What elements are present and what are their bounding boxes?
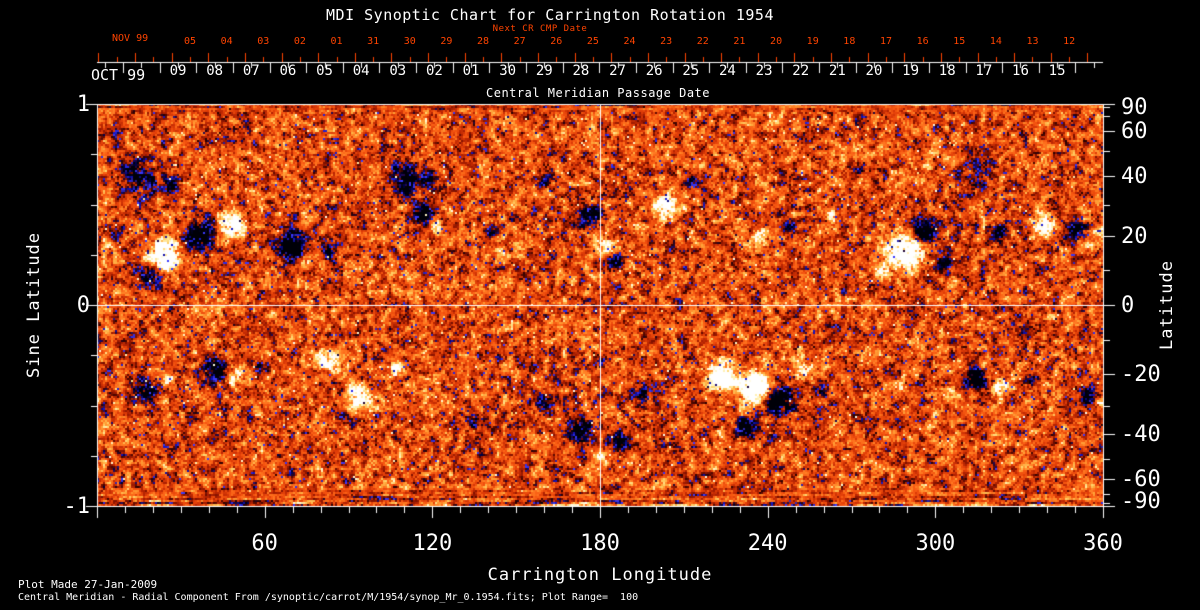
latitude-tick-label: 40 (1121, 163, 1148, 189)
source-file-footer: Central Meridian - Radial Component From… (18, 592, 639, 603)
latitude-tick-label: 90 (1121, 95, 1148, 120)
page-title: MDI Synoptic Chart for Carrington Rotati… (326, 6, 774, 24)
next-cr-day-tick-label: 13 (1026, 36, 1039, 47)
latitude-tick-label: 20 (1121, 224, 1148, 250)
cmp-day-tick-label: 15 (1048, 63, 1066, 79)
cmp-day-tick-label: 17 (975, 63, 993, 79)
longitude-tick-label: 300 (915, 531, 956, 556)
latitude-tick-label: -40 (1121, 422, 1161, 448)
cmp-day-tick-label: 23 (755, 63, 773, 79)
next-cr-day-tick-label: 19 (806, 36, 819, 47)
next-cr-day-tick-label: 02 (293, 36, 306, 47)
cmp-day-tick-label: 30 (499, 63, 517, 79)
cmp-day-tick-label: 05 (316, 63, 333, 79)
cmp-day-tick-label: 25 (682, 63, 700, 79)
next-cr-day-tick-label: 20 (770, 36, 783, 47)
next-cr-day-tick-label: 03 (257, 36, 270, 47)
cmp-day-tick-label: 21 (828, 63, 846, 79)
central-meridian-passage-label: Central Meridian Passage Date (485, 86, 711, 100)
cmp-day-tick-label: 27 (609, 63, 626, 79)
next-cr-cmp-date-label: Next CR CMP Date (492, 24, 588, 34)
next-cr-day-tick-label: 24 (623, 36, 636, 47)
next-cr-day-tick-label: 15 (953, 36, 966, 47)
next-cr-day-tick-label: 17 (879, 36, 892, 47)
next-cr-day-tick-label: 05 (183, 36, 197, 47)
latitude-tick-label: 0 (1121, 293, 1135, 318)
cmp-day-tick-label: 01 (462, 63, 480, 79)
latitude-tick-label: -60 (1121, 467, 1161, 493)
cmp-day-tick-label: 29 (535, 63, 553, 79)
next-cr-day-tick-label: 26 (550, 36, 563, 47)
next-cr-month-label: NOV 99 (112, 33, 149, 44)
cmp-day-tick-label: 28 (572, 63, 590, 79)
sine-latitude-tick-label: 1 (76, 92, 90, 117)
next-cr-day-tick-label: 12 (1063, 36, 1076, 47)
next-cr-day-tick-label: 01 (330, 36, 343, 47)
cmp-day-tick-label: 18 (938, 63, 956, 79)
next-cr-day-tick-label: 22 (696, 36, 709, 47)
next-cr-day-tick-label: 18 (843, 36, 856, 47)
sine-latitude-tick-label: 0 (76, 293, 90, 318)
next-cr-day-tick-label: 28 (477, 36, 490, 47)
cmp-day-tick-label: 04 (352, 63, 370, 79)
cmp-day-tick-label: 02 (425, 63, 443, 79)
longitude-tick-label: 60 (251, 531, 278, 556)
cmp-day-tick-label: 26 (645, 63, 663, 79)
cmp-day-tick-label: 20 (865, 63, 883, 79)
x-axis-label: Carrington Longitude (487, 565, 713, 585)
latitude-tick-label: -20 (1121, 361, 1161, 387)
next-cr-day-tick-label: 29 (440, 36, 453, 47)
next-cr-day-tick-label: 14 (989, 36, 1002, 47)
cmp-day-tick-label: 16 (1012, 63, 1029, 79)
cmp-day-tick-label: 07 (242, 63, 260, 79)
plot-made-footer: Plot Made 27-Jan-2009 (18, 578, 158, 591)
cmp-day-tick-label: 03 (389, 63, 407, 79)
next-cr-day-tick-label: 16 (916, 36, 929, 47)
cmp-day-tick-label: 09 (169, 63, 187, 79)
longitude-tick-label: 180 (580, 531, 620, 556)
latitude-tick-label: -90 (1121, 489, 1161, 514)
next-cr-day-tick-label: 31 (367, 36, 380, 47)
next-cr-day-tick-label: 30 (403, 36, 416, 47)
cmp-month-label: OCT 99 (91, 66, 146, 84)
next-cr-day-tick-label: 23 (660, 36, 673, 47)
cmp-day-tick-label: 19 (902, 63, 920, 79)
next-cr-day-tick-label: 04 (220, 36, 233, 47)
cmp-day-tick-label: 24 (719, 63, 736, 79)
cmp-day-tick-label: 08 (206, 63, 224, 79)
next-cr-day-tick-label: 27 (513, 36, 526, 47)
longitude-tick-label: 240 (747, 531, 788, 556)
longitude-tick-label: 360 (1083, 531, 1123, 556)
latitude-tick-label: 60 (1121, 118, 1148, 144)
next-cr-day-tick-label: 25 (586, 36, 599, 47)
cmp-day-tick-label: 06 (279, 63, 297, 79)
right-y-axis-label: Latitude (1157, 260, 1177, 350)
longitude-tick-label: 120 (412, 531, 453, 556)
cmp-day-tick-label: 22 (792, 63, 810, 79)
sine-latitude-tick-label: -1 (63, 494, 91, 519)
next-cr-day-tick-label: 21 (733, 36, 746, 47)
